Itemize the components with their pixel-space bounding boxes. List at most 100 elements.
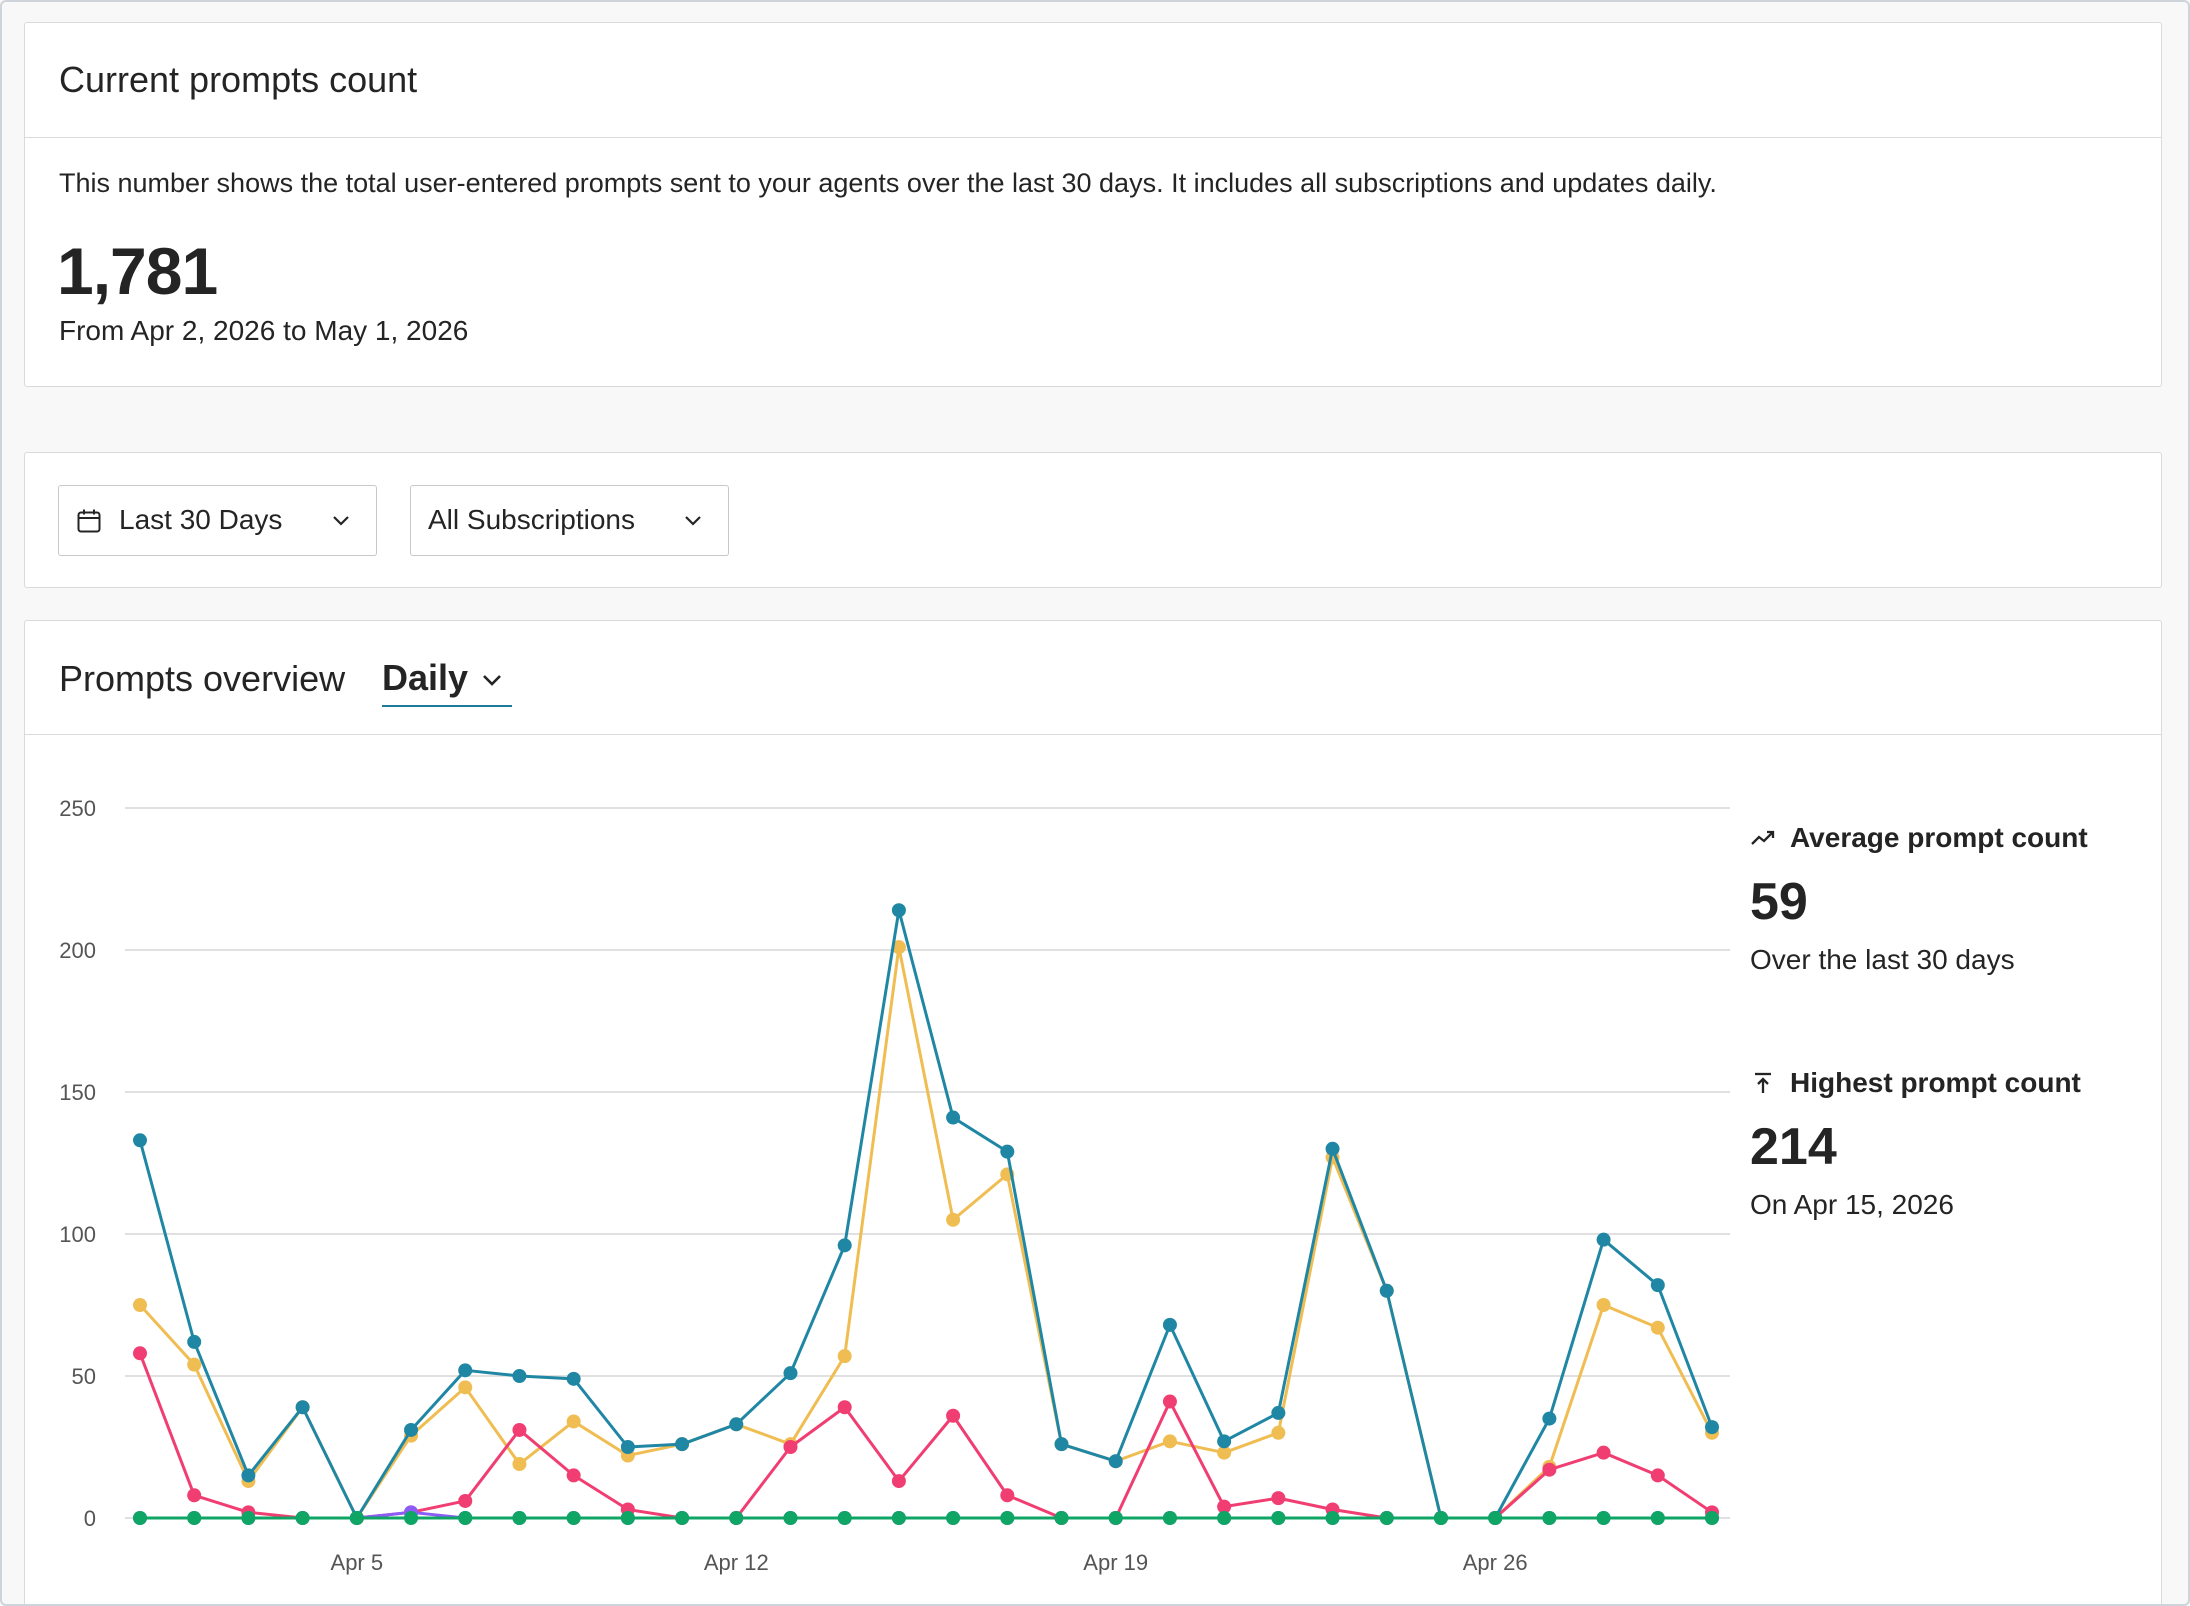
- series-3-point: [729, 1417, 744, 1432]
- series-3-point: [1162, 1317, 1177, 1332]
- prompts-overview-card: Prompts overview Daily: [24, 620, 2162, 1606]
- series-3-point: [566, 1371, 581, 1386]
- series-3-point: [458, 1363, 473, 1378]
- series-3-point: [1054, 1437, 1069, 1452]
- series-4-point: [1217, 1511, 1232, 1525]
- series-1-point: [1650, 1468, 1665, 1483]
- subscription-dropdown[interactable]: All Subscriptions: [410, 485, 729, 556]
- series-0-point: [946, 1212, 961, 1227]
- series-4-point: [566, 1511, 581, 1525]
- trend-line-icon: [1751, 830, 1775, 845]
- series-4-point: [1705, 1511, 1719, 1525]
- subscription-label: All Subscriptions: [428, 504, 635, 535]
- series-line-1: [138, 1352, 1713, 1520]
- series-3-point: [241, 1468, 256, 1483]
- series-4-point: [1433, 1511, 1448, 1525]
- count-card-header: Current prompts count: [25, 23, 2161, 138]
- date-range-label: Last 30 Days: [119, 504, 283, 535]
- series-3-point: [1596, 1232, 1611, 1247]
- series-4-point: [1379, 1511, 1394, 1525]
- series-4-point: [458, 1511, 473, 1525]
- series-1-point: [133, 1346, 147, 1361]
- y-tick-label: 100: [59, 1222, 96, 1247]
- series-0-point: [1650, 1320, 1665, 1335]
- highest-label: Highest prompt count: [1790, 1067, 2081, 1098]
- series-0-point: [891, 940, 906, 955]
- series-0-point: [1217, 1445, 1232, 1460]
- y-tick-label: 50: [72, 1364, 96, 1389]
- count-card-title: Current prompts count: [59, 59, 418, 100]
- series-4-point: [1108, 1511, 1123, 1525]
- y-tick-label: 0: [84, 1506, 96, 1531]
- series-1-point: [566, 1468, 581, 1483]
- series-4-point: [187, 1511, 202, 1525]
- series-1-point: [946, 1408, 961, 1423]
- series-line-0: [138, 945, 1714, 1520]
- average-value: 59: [1750, 873, 1808, 931]
- series-4-point: [1488, 1511, 1503, 1525]
- series-4-point: [404, 1511, 419, 1525]
- chevron-down-icon: [333, 516, 349, 526]
- series-4-point: [295, 1511, 310, 1525]
- date-range-dropdown[interactable]: Last 30 Days: [58, 485, 377, 556]
- total-prompts-count: 1,781: [57, 234, 218, 308]
- series-3-point: [1217, 1434, 1232, 1449]
- series-0-point: [566, 1414, 581, 1429]
- series-0-point: [1162, 1434, 1177, 1449]
- series-1-point: [458, 1493, 473, 1508]
- series-4-point: [675, 1511, 690, 1525]
- x-tick-label: Apr 19: [1083, 1550, 1148, 1575]
- highest-subtext: On Apr 15, 2026: [1750, 1189, 1954, 1220]
- series-3-point: [837, 1238, 852, 1253]
- series-0-point: [187, 1357, 202, 1372]
- series-3-point: [133, 1133, 147, 1148]
- series-4-point: [1650, 1511, 1665, 1525]
- series-4-point: [1162, 1511, 1177, 1525]
- series-3-point: [512, 1369, 527, 1383]
- series-3-point: [620, 1440, 635, 1454]
- chevron-down-icon: [685, 516, 701, 526]
- series-4-point: [349, 1511, 364, 1525]
- series-0-point: [1271, 1425, 1286, 1440]
- prompts-count-card: Current prompts count This number shows …: [24, 22, 2162, 387]
- series-4-point: [891, 1511, 906, 1525]
- series-4-point: [1271, 1511, 1286, 1525]
- count-description: This number shows the total user-entered…: [59, 168, 1717, 198]
- series-3-point: [783, 1366, 798, 1381]
- series-3-point: [187, 1334, 202, 1349]
- series-3-point: [1108, 1454, 1123, 1469]
- y-tick-label: 150: [59, 1080, 96, 1105]
- series-3-point: [891, 903, 906, 918]
- highest-prompt-stat: Highest prompt count 214 On Apr 15, 2026: [1750, 1063, 2170, 1221]
- overview-title: Prompts overview: [59, 658, 346, 699]
- series-0-point: [133, 1298, 147, 1312]
- prompts-line-chart: 0 50 100 150 200 250 Apr 5 Apr 12 Apr 19 Apr 26: [59, 796, 1730, 1575]
- filters-card: Last 30 Days All Subscriptions: [24, 452, 2162, 588]
- series-3-point: [404, 1422, 419, 1437]
- series-3-point: [1379, 1283, 1394, 1298]
- series-1-point: [1162, 1394, 1177, 1409]
- series-0-point: [1596, 1298, 1611, 1312]
- y-tick-label: 200: [59, 938, 96, 963]
- x-tick-label: Apr 5: [331, 1550, 384, 1575]
- series-4-point: [1596, 1511, 1611, 1525]
- average-subtext: Over the last 30 days: [1750, 944, 2015, 975]
- series-4-point: [729, 1511, 744, 1525]
- series-4-point: [241, 1511, 256, 1525]
- series-0-point: [458, 1380, 473, 1395]
- count-date-range: From Apr 2, 2026 to May 1, 2026: [59, 315, 469, 346]
- highest-value: 214: [1750, 1118, 1837, 1176]
- average-label: Average prompt count: [1790, 822, 2088, 853]
- arrow-up-to-line-icon: [1755, 1072, 1771, 1093]
- granularity-select[interactable]: Daily: [382, 655, 512, 707]
- series-1-point: [512, 1422, 527, 1437]
- overview-header: Prompts overview Daily: [25, 621, 2161, 735]
- series-1-point: [837, 1400, 852, 1415]
- x-tick-label: Apr 12: [704, 1550, 769, 1575]
- average-prompt-stat: Average prompt count 59 Over the last 30…: [1750, 818, 2170, 976]
- series-4-point: [946, 1511, 961, 1525]
- series-4-point: [1000, 1511, 1015, 1525]
- series-line-3: [138, 908, 1714, 1520]
- series-3-point: [1542, 1411, 1557, 1426]
- series-1-point: [1596, 1445, 1611, 1460]
